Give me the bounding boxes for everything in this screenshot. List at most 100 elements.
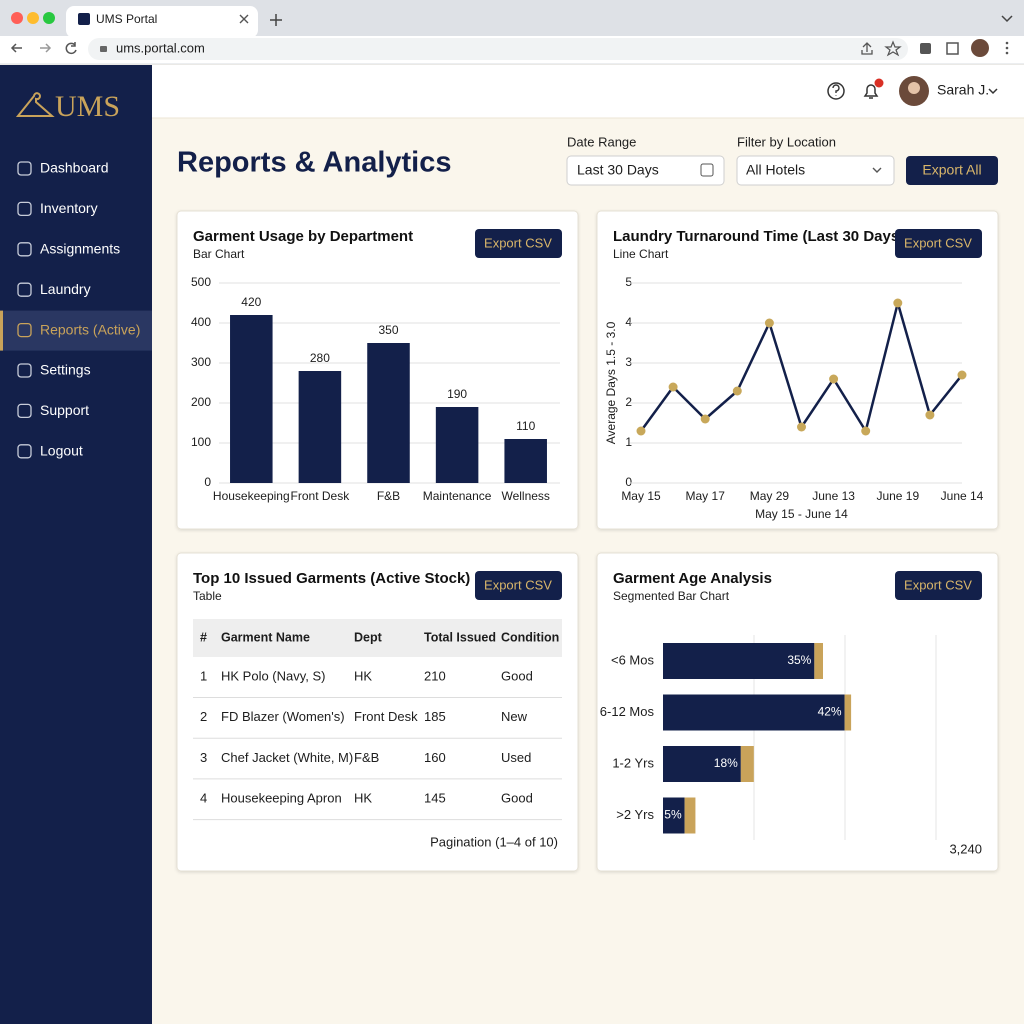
- reload-button[interactable]: [65, 42, 77, 55]
- nav-item[interactable]: Support: [40, 402, 89, 418]
- column-header: Garment Name: [221, 630, 310, 644]
- user-menu-chevron[interactable]: [988, 88, 998, 95]
- panel-title: Garment Age Analysis: [613, 570, 772, 587]
- y-tick-label: 3: [625, 355, 632, 369]
- pagination[interactable]: Pagination (1–4 of 10): [430, 834, 558, 849]
- tab-menu[interactable]: [1001, 15, 1013, 23]
- y-tick-label: <6 Mos: [611, 652, 654, 667]
- panel-title: Garment Usage by Department: [193, 228, 413, 245]
- x-tick-label: F&B: [377, 489, 400, 503]
- y-tick-label: >2 Yrs: [616, 807, 654, 822]
- bar-segment: [663, 643, 815, 679]
- bar: [230, 315, 273, 483]
- notification-badge: [874, 78, 884, 88]
- x-tick-label: June 19: [876, 489, 919, 503]
- x-axis-label: May 15 - June 14: [755, 507, 848, 521]
- y-tick-label: 0: [625, 475, 632, 489]
- export-button-label[interactable]: Export CSV: [484, 577, 552, 592]
- help-icon[interactable]: [827, 82, 845, 100]
- table-cell: HK: [354, 668, 372, 683]
- help-glyph: [832, 84, 840, 96]
- profile-avatar[interactable]: [971, 39, 989, 57]
- table-cell: 160: [424, 750, 446, 765]
- x-tick-label: June 14: [941, 489, 984, 503]
- line-marker: [861, 426, 871, 436]
- export-button-label[interactable]: Export CSV: [484, 235, 552, 250]
- nav-icon: [17, 161, 32, 176]
- back-button[interactable]: [10, 43, 22, 53]
- menu-dot[interactable]: [1005, 51, 1009, 55]
- x-tick-label: Maintenance: [423, 489, 492, 503]
- data-label: 280: [310, 351, 330, 365]
- y-tick-label: 100: [191, 435, 211, 449]
- nav-item[interactable]: Inventory: [40, 200, 98, 216]
- data-label: 420: [241, 295, 261, 309]
- nav-item[interactable]: Assignments: [40, 241, 120, 257]
- export-button[interactable]: [475, 571, 562, 600]
- address-bar[interactable]: [88, 38, 908, 60]
- y-tick-label: 500: [191, 275, 211, 289]
- x-tick-label: May 29: [750, 489, 790, 503]
- table-cell: HK: [354, 791, 372, 806]
- extensions-icon[interactable]: [920, 43, 931, 54]
- tab[interactable]: [66, 6, 258, 38]
- date-range-input[interactable]: [566, 155, 725, 186]
- line-marker: [764, 318, 774, 328]
- line-marker: [829, 374, 839, 384]
- favicon: [78, 13, 90, 25]
- forward-button[interactable]: [40, 43, 52, 53]
- sidepanel-icon[interactable]: [946, 42, 959, 55]
- tab-close[interactable]: [239, 14, 249, 24]
- bar: [367, 343, 410, 483]
- page-title: Reports & Analytics: [177, 147, 452, 179]
- data-label: 350: [378, 323, 398, 337]
- menu-dot[interactable]: [1005, 46, 1009, 50]
- data-label: 42%: [818, 705, 842, 719]
- nav-active-indicator: [0, 310, 3, 351]
- export-button[interactable]: [475, 229, 562, 258]
- window-minimize[interactable]: [27, 12, 39, 24]
- bar: [298, 371, 342, 483]
- nav-item[interactable]: Reports (Active): [40, 321, 140, 337]
- export-all-label[interactable]: Export All: [922, 162, 981, 178]
- nav-icon: [17, 444, 32, 459]
- nav-item[interactable]: Settings: [40, 362, 91, 378]
- table-cell: 3: [200, 750, 207, 765]
- export-all-button[interactable]: [906, 156, 998, 185]
- window-close[interactable]: [11, 12, 23, 24]
- y-tick-label: 6-12 Mos: [600, 704, 655, 719]
- calendar-icon: [700, 163, 714, 177]
- x-tick-label: May 17: [686, 489, 726, 503]
- nav-item[interactable]: Dashboard: [40, 160, 109, 176]
- table-cell: 145: [424, 791, 446, 806]
- bar: [504, 439, 547, 483]
- location-select[interactable]: [736, 155, 895, 186]
- panel-subtitle: Table: [193, 589, 222, 603]
- export-button[interactable]: [895, 229, 982, 258]
- menu-dot[interactable]: [1005, 41, 1009, 45]
- nav-active-bg: [0, 310, 152, 351]
- sidebar: [0, 65, 152, 1024]
- y-tick-label: 300: [191, 355, 211, 369]
- nav-item[interactable]: Logout: [40, 443, 83, 459]
- new-tab[interactable]: [270, 14, 282, 26]
- content: Garment Usage by Department Bar Chart Expo…: [176, 210, 999, 872]
- window-zoom[interactable]: [43, 12, 55, 24]
- bookmark-icon[interactable]: [884, 40, 902, 57]
- export-button-label[interactable]: Export CSV: [904, 235, 972, 250]
- export-button[interactable]: [895, 571, 982, 600]
- y-tick-label: 1-2 Yrs: [612, 755, 654, 770]
- y-tick-label: 2: [625, 395, 632, 409]
- export-button-label[interactable]: Export CSV: [904, 577, 972, 592]
- user-name[interactable]: Sarah J.: [937, 82, 989, 98]
- nav-icon: [17, 403, 32, 419]
- bar-segment: [740, 746, 754, 782]
- share-icon[interactable]: [861, 42, 873, 55]
- panel: [596, 210, 999, 530]
- notifications-icon[interactable]: [863, 84, 879, 99]
- nav-item[interactable]: Laundry: [40, 281, 91, 297]
- x-tick-label: June 13: [812, 489, 855, 503]
- y-tick-label: 5: [625, 275, 632, 289]
